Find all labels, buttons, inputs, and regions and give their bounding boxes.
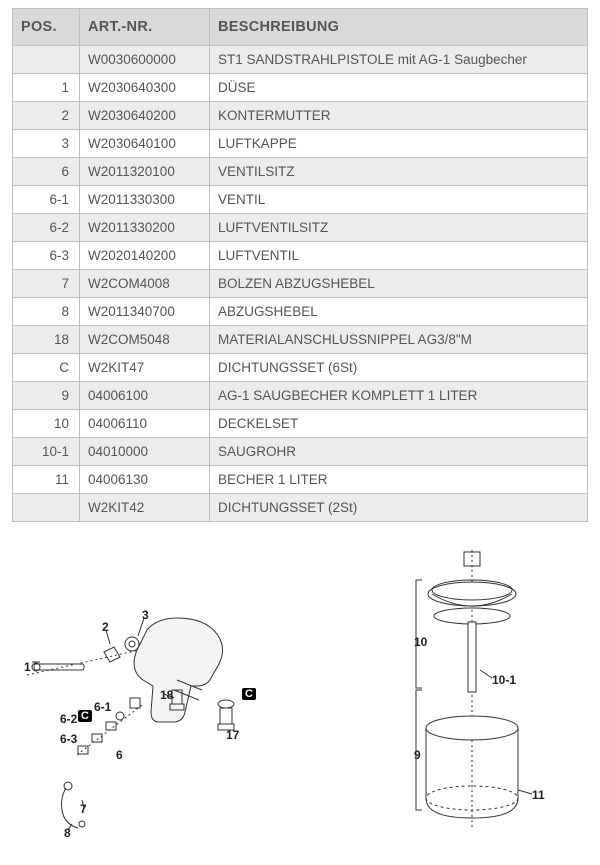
cell-pos: 18 <box>13 326 80 354</box>
table-row: 6-1W2011330300VENTIL <box>13 186 588 214</box>
table-row: W0030600000ST1 SANDSTRAHLPISTOLE mit AG-… <box>13 46 588 74</box>
cell-art: 04006110 <box>80 410 210 438</box>
callout-6-2: 6-2 <box>60 712 77 726</box>
col-desc: BESCHREIBUNG <box>210 9 588 46</box>
table-header-row: POS. ART.-NR. BESCHREIBUNG <box>13 9 588 46</box>
callout-6-1: 6-1 <box>94 700 111 714</box>
cell-pos: 6-2 <box>13 214 80 242</box>
cell-art: 04006100 <box>80 382 210 410</box>
cell-pos: 3 <box>13 130 80 158</box>
cell-pos: 11 <box>13 466 80 494</box>
cell-pos: C <box>13 354 80 382</box>
table-row: W2KIT42DICHTUNGSSET (2St) <box>13 494 588 522</box>
cell-art: W2KIT47 <box>80 354 210 382</box>
cell-art: W2COM5048 <box>80 326 210 354</box>
cell-art: W2030640200 <box>80 102 210 130</box>
cell-art: W0030600000 <box>80 46 210 74</box>
table-row: 6W2011320100VENTILSITZ <box>13 158 588 186</box>
callout-18: 18 <box>160 688 173 702</box>
cell-desc: VENTILSITZ <box>210 158 588 186</box>
cell-art: 04010000 <box>80 438 210 466</box>
callout-11: 11 <box>532 788 545 802</box>
cell-desc: VENTIL <box>210 186 588 214</box>
cell-desc: KONTERMUTTER <box>210 102 588 130</box>
cell-art: W2KIT42 <box>80 494 210 522</box>
cell-pos <box>13 494 80 522</box>
callout-7: 7 <box>80 802 87 816</box>
table-row: 18W2COM5048MATERIALANSCHLUSSNIPPEL AG3/8… <box>13 326 588 354</box>
cell-pos <box>13 46 80 74</box>
cell-desc: LUFTKAPPE <box>210 130 588 158</box>
cell-desc: DICHTUNGSSET (6St) <box>210 354 588 382</box>
exploded-diagram: 1 2 3 18 6 6-1 6-2 6-3 7 8 17 C C 9 10 1… <box>12 540 588 840</box>
callout-10-1: 10-1 <box>492 673 516 687</box>
cell-desc: BOLZEN ABZUGSHEBEL <box>210 270 588 298</box>
callout-10: 10 <box>414 635 427 649</box>
table-row: 2W2030640200KONTERMUTTER <box>13 102 588 130</box>
cell-art: W2COM4008 <box>80 270 210 298</box>
table-row: CW2KIT47DICHTUNGSSET (6St) <box>13 354 588 382</box>
cell-pos: 6-3 <box>13 242 80 270</box>
cell-desc: LUFTVENTILSITZ <box>210 214 588 242</box>
cell-art: W2011340700 <box>80 298 210 326</box>
diagram-svg <box>12 540 588 840</box>
cell-pos: 6 <box>13 158 80 186</box>
callout-8: 8 <box>64 826 71 840</box>
cell-desc: AG-1 SAUGBECHER KOMPLETT 1 LITER <box>210 382 588 410</box>
cell-pos: 10 <box>13 410 80 438</box>
cell-art: W2030640300 <box>80 74 210 102</box>
parts-table: POS. ART.-NR. BESCHREIBUNG W0030600000ST… <box>12 8 588 522</box>
callout-2: 2 <box>102 620 109 634</box>
cell-pos: 6-1 <box>13 186 80 214</box>
table-row: 1W2030640300DÜSE <box>13 74 588 102</box>
cell-art: W2011320100 <box>80 158 210 186</box>
table-row: 6-3W2020140200LUFTVENTIL <box>13 242 588 270</box>
callout-6: 6 <box>116 748 123 762</box>
cell-pos: 2 <box>13 102 80 130</box>
callout-C-left: C <box>78 710 92 722</box>
cell-desc: MATERIALANSCHLUSSNIPPEL AG3/8"M <box>210 326 588 354</box>
table-row: 1104006130BECHER 1 LITER <box>13 466 588 494</box>
cell-desc: BECHER 1 LITER <box>210 466 588 494</box>
cell-desc: DICHTUNGSSET (2St) <box>210 494 588 522</box>
cell-art: 04006130 <box>80 466 210 494</box>
table-row: 904006100AG-1 SAUGBECHER KOMPLETT 1 LITE… <box>13 382 588 410</box>
cell-art: W2020140200 <box>80 242 210 270</box>
callout-1: 1 <box>24 660 31 674</box>
cell-pos: 8 <box>13 298 80 326</box>
table-row: 3W2030640100LUFTKAPPE <box>13 130 588 158</box>
cell-desc: LUFTVENTIL <box>210 242 588 270</box>
table-row: 8W2011340700ABZUGSHEBEL <box>13 298 588 326</box>
table-row: 7W2COM4008BOLZEN ABZUGSHEBEL <box>13 270 588 298</box>
cell-art: W2011330200 <box>80 214 210 242</box>
cell-art: W2011330300 <box>80 186 210 214</box>
cell-desc: DECKELSET <box>210 410 588 438</box>
callout-17: 17 <box>226 728 239 742</box>
cell-desc: DÜSE <box>210 74 588 102</box>
cell-pos: 1 <box>13 74 80 102</box>
callout-C-right: C <box>242 688 256 700</box>
col-art: ART.-NR. <box>80 9 210 46</box>
callout-9: 9 <box>414 748 421 762</box>
cell-art: W2030640100 <box>80 130 210 158</box>
callout-3: 3 <box>142 608 149 622</box>
table-row: 6-2W2011330200LUFTVENTILSITZ <box>13 214 588 242</box>
cell-desc: SAUGROHR <box>210 438 588 466</box>
callout-6-3: 6-3 <box>60 732 77 746</box>
table-row: 10-104010000SAUGROHR <box>13 438 588 466</box>
cell-pos: 7 <box>13 270 80 298</box>
cell-pos: 9 <box>13 382 80 410</box>
col-pos: POS. <box>13 9 80 46</box>
cell-pos: 10-1 <box>13 438 80 466</box>
cell-desc: ABZUGSHEBEL <box>210 298 588 326</box>
table-row: 1004006110DECKELSET <box>13 410 588 438</box>
cell-desc: ST1 SANDSTRAHLPISTOLE mit AG-1 Saugbeche… <box>210 46 588 74</box>
